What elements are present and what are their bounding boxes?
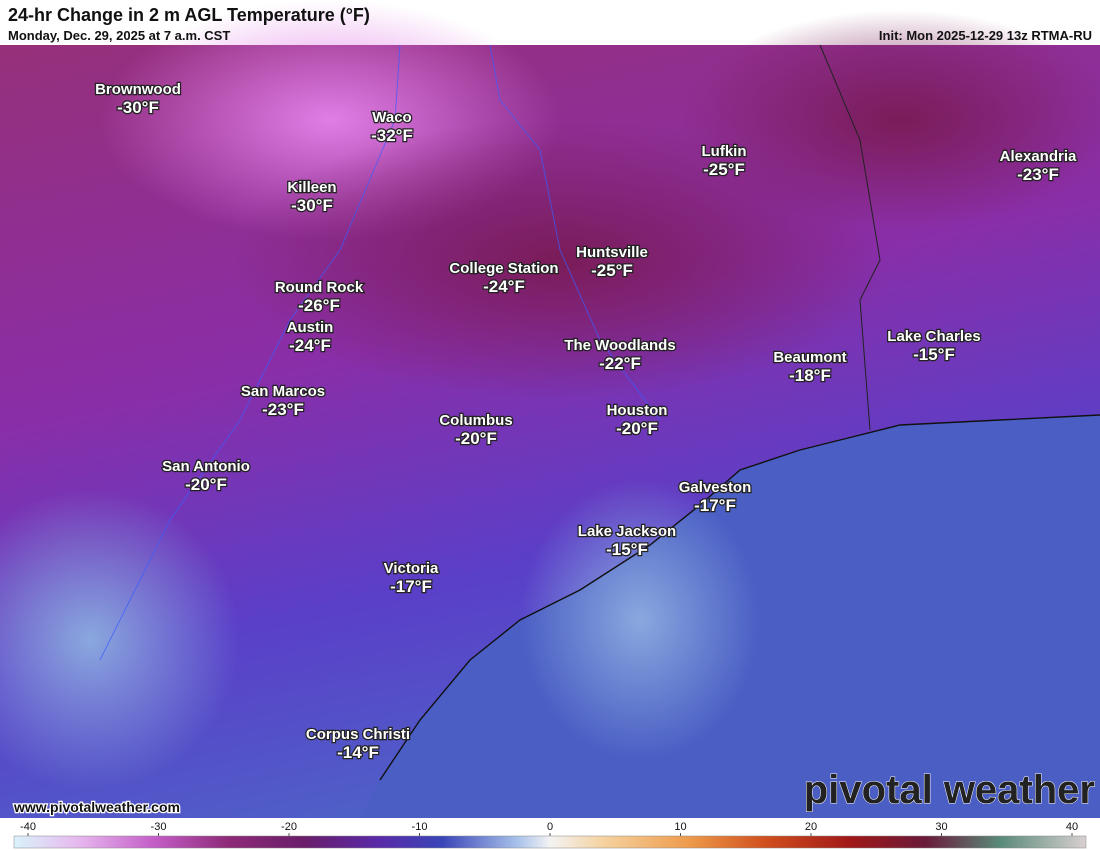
city-name: Victoria bbox=[384, 560, 439, 577]
city-value: -25°F bbox=[591, 261, 633, 280]
tick-label: -40 bbox=[20, 821, 36, 833]
city-value: -14°F bbox=[337, 743, 379, 762]
city-name: Round Rock bbox=[275, 279, 364, 296]
tick-label: 20 bbox=[805, 821, 817, 833]
tick-label: 40 bbox=[1066, 821, 1078, 833]
city-value: -20°F bbox=[455, 429, 497, 448]
city-value: -20°F bbox=[185, 475, 227, 494]
city-value: -15°F bbox=[606, 540, 648, 559]
city-value: -23°F bbox=[1017, 165, 1059, 184]
city-value: -22°F bbox=[599, 354, 641, 373]
tick-label: -10 bbox=[412, 821, 428, 833]
subtitle: Monday, Dec. 29, 2025 at 7 a.m. CST bbox=[8, 28, 230, 43]
city-value: -17°F bbox=[694, 496, 736, 515]
city-value: -25°F bbox=[703, 160, 745, 179]
city-name: Galveston bbox=[679, 479, 752, 496]
city-labels: Brownwood-30°FWaco-32°FKilleen-30°FRound… bbox=[94, 80, 1078, 764]
colorbar bbox=[13, 835, 1087, 849]
city-name: San Marcos bbox=[241, 383, 325, 400]
tick-label: -30 bbox=[151, 821, 167, 833]
tick-label: 10 bbox=[674, 821, 686, 833]
city-value: -23°F bbox=[262, 400, 304, 419]
city-name: Alexandria bbox=[1000, 148, 1077, 165]
city-value: -15°F bbox=[913, 345, 955, 364]
logo: pivotal weather bbox=[804, 768, 1095, 812]
city-value: -30°F bbox=[117, 98, 159, 117]
tick-label: -20 bbox=[281, 821, 297, 833]
title: 24-hr Change in 2 m AGL Temperature (°F) bbox=[8, 5, 370, 25]
tick-label: 0 bbox=[547, 821, 553, 833]
colorbar-ticks: -40 -30 -20 -10 0 10 20 30 40 bbox=[20, 821, 1078, 836]
city-name: Corpus Christi bbox=[306, 726, 410, 743]
city-name: Huntsville bbox=[576, 244, 648, 261]
city-name: Lake Jackson bbox=[578, 523, 676, 540]
city-name: Houston bbox=[607, 402, 668, 419]
tick-label: 30 bbox=[935, 821, 947, 833]
city-name: Lake Charles bbox=[887, 328, 980, 345]
city-name: Beaumont bbox=[773, 349, 846, 366]
city-value: -24°F bbox=[289, 336, 331, 355]
city-value: -17°F bbox=[390, 577, 432, 596]
city-value: -32°F bbox=[371, 126, 413, 145]
city-value: -24°F bbox=[483, 277, 525, 296]
city-value: -20°F bbox=[616, 419, 658, 438]
city-value: -30°F bbox=[291, 196, 333, 215]
city-value: -18°F bbox=[789, 366, 831, 385]
city-name: Waco bbox=[372, 109, 411, 126]
city-name: San Antonio bbox=[162, 458, 250, 475]
city-name: College Station bbox=[449, 260, 558, 277]
city-name: The Woodlands bbox=[564, 337, 675, 354]
city-name: Lufkin bbox=[702, 143, 747, 160]
init-time: Init: Mon 2025-12-29 13z RTMA-RU bbox=[879, 28, 1092, 43]
website: www.pivotalweather.com bbox=[13, 799, 180, 815]
city-name: Brownwood bbox=[95, 81, 181, 98]
map-area bbox=[0, 0, 1100, 818]
city-value: -26°F bbox=[298, 296, 340, 315]
city-name: Columbus bbox=[439, 412, 512, 429]
city-name: Killeen bbox=[287, 179, 336, 196]
city-name: Austin bbox=[287, 319, 334, 336]
